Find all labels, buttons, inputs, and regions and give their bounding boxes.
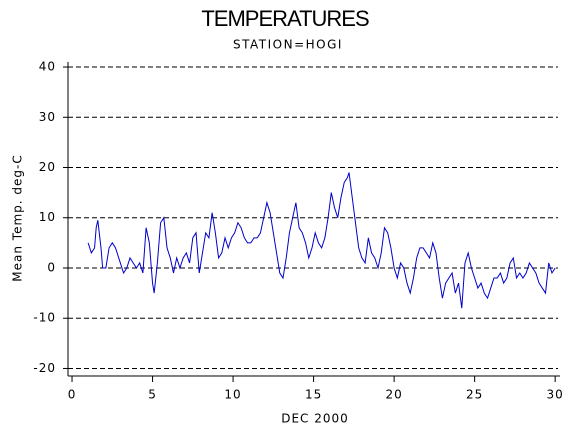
y-tick-label: -20: [33, 361, 56, 375]
y-axis-label: Mean Temp. deg-C: [11, 154, 25, 281]
x-tick-label: 0: [68, 388, 77, 402]
y-tick-label: 10: [39, 210, 56, 224]
x-tick-label: 10: [224, 388, 241, 402]
x-tick-label: 30: [547, 388, 564, 402]
x-tick-label: 15: [305, 388, 322, 402]
y-tick-label: -10: [33, 311, 56, 325]
x-axis-label: DEC 2000: [281, 412, 349, 426]
y-tick-label: 40: [39, 60, 56, 74]
chart-title: TEMPERATURES: [201, 6, 369, 31]
data-line: [87, 172, 556, 309]
x-tick-label: 25: [466, 388, 483, 402]
x-tick-label: 5: [148, 388, 157, 402]
y-tick-label: 0: [47, 260, 56, 274]
y-tick-label: 20: [39, 160, 56, 174]
chart-subtitle: STATION=HOGI: [233, 38, 343, 52]
y-tick-label: 30: [39, 110, 56, 124]
x-tick-label: 20: [385, 388, 402, 402]
